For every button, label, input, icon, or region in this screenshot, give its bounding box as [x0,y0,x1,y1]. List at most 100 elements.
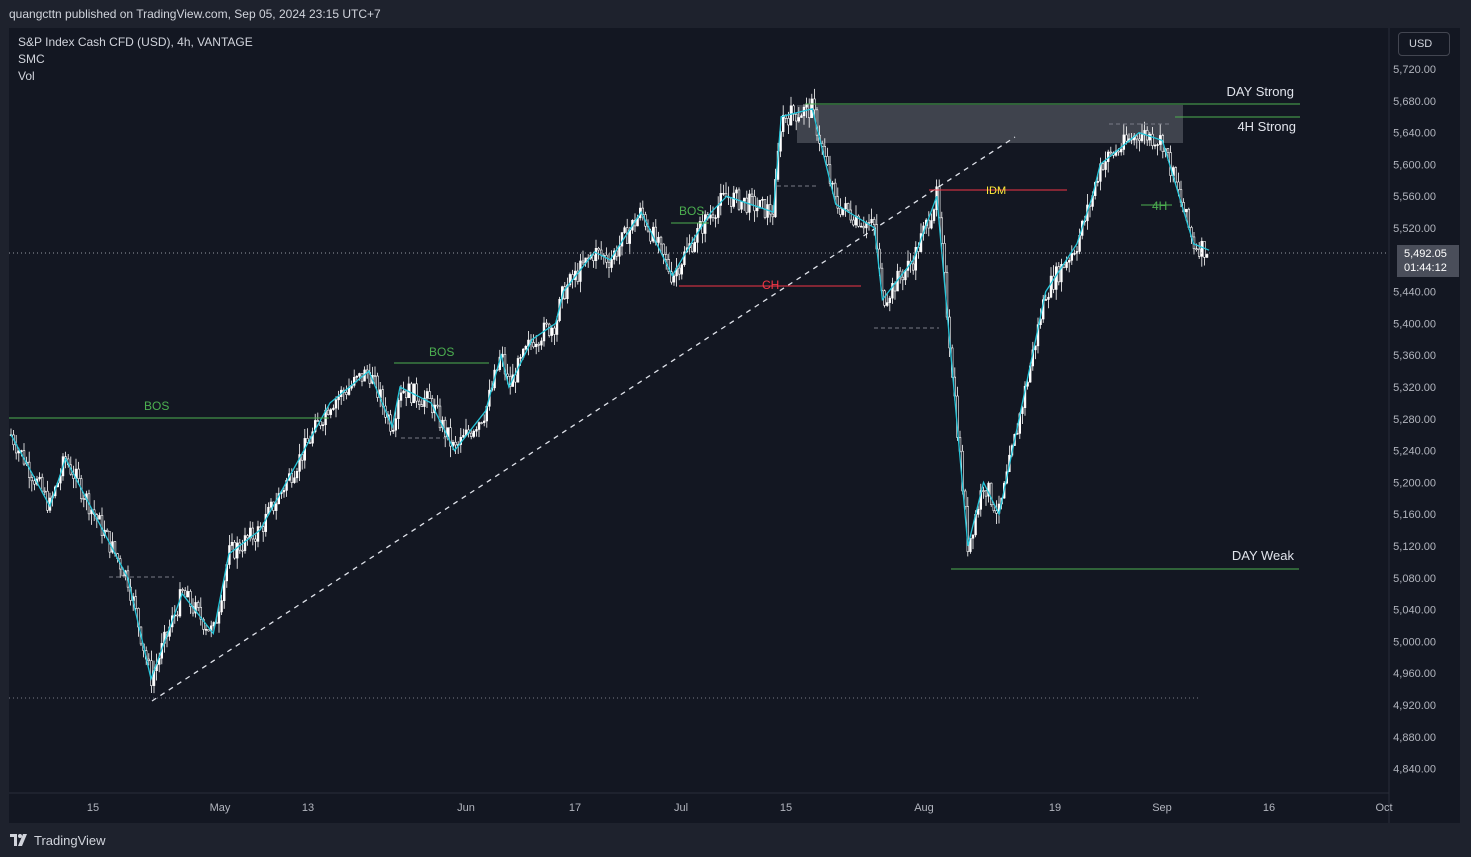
time-tick-label: 15 [780,802,792,814]
candle-body [1070,253,1074,261]
candle-body [298,454,301,472]
candle-body [207,629,210,632]
candle-body [709,214,712,219]
candle-body [1138,138,1141,141]
candle-body [620,232,624,247]
time-tick-label: May [210,802,231,814]
candle-body [189,591,192,607]
candle-body [230,542,234,546]
publish-info: quangcttn published on TradingView.com, … [9,7,381,21]
candle-body [1135,135,1139,140]
candle-body [397,400,400,420]
candle-body [186,591,189,598]
tradingview-logo[interactable]: TradingView [10,831,106,849]
candle-body [901,276,905,281]
candle-body [615,250,619,257]
candle-body [576,270,580,282]
candle-body [236,542,239,559]
candle-body [181,589,184,591]
candle-body [347,387,351,395]
candle-body [781,114,785,132]
candle-body [355,375,358,378]
candle-body [771,213,775,218]
candle-body [693,242,697,252]
price-chart[interactable]: BOS BOS BOS CH IDM 4H DAY Strong 4H Stro… [9,28,1460,823]
candle-body [334,399,338,409]
candle-body [581,260,585,264]
candle-body [246,535,249,539]
chart-legend: S&P Index Cash CFD (USD), 4h, VANTAGE SM… [18,34,253,85]
price-tick-label: 4,920.00 [1393,700,1436,712]
candle-body [264,513,267,532]
candle-body [376,375,379,398]
candle-body [469,432,473,437]
candle-body [932,209,936,221]
time-tick-label: 16 [1263,802,1275,814]
candle-body [482,420,486,423]
candle-body [1049,275,1053,298]
symbol-title[interactable]: S&P Index Cash CFD (USD), 4h, VANTAGE [18,35,253,49]
trendline-layer [151,136,1016,702]
zigzag-layer [10,108,1210,682]
time-tick-label: 13 [302,802,314,814]
candle-body [1174,167,1178,183]
candle-body [732,192,736,207]
candle-body [1021,407,1024,414]
candle-body [753,196,756,212]
candle-body [672,275,676,283]
candle-body [768,204,772,215]
candle-body [716,205,720,218]
candle-body [537,343,541,346]
candle-body [100,515,104,537]
price-tick-label: 5,200.00 [1393,477,1436,489]
time-tick-label: 17 [569,802,581,814]
currency-button[interactable]: USD [1398,32,1450,56]
candle-body [176,614,179,617]
candle-body [306,438,309,443]
candle-body [984,490,988,497]
candle-body [722,192,725,195]
idm-label: IDM [986,185,1006,197]
candle-body [358,373,361,377]
candle-body [308,442,312,444]
choch-label: CH [762,278,779,292]
candle-body [714,217,717,219]
candle-body [402,390,405,394]
chart-pane[interactable]: BOS BOS BOS CH IDM 4H DAY Strong 4H Stro… [9,28,1460,823]
time-tick-label: Jun [457,802,475,814]
candle-body [1153,144,1157,147]
uptrend-line[interactable] [151,136,1016,702]
candle-body [755,207,759,212]
candle-body [1044,299,1048,301]
candle-body [274,503,278,511]
candle-body [428,391,431,399]
annotation-labels: BOS BOS BOS CH IDM 4H DAY Strong 4H Stro… [144,84,1296,563]
candle-body [846,203,850,211]
price-tick-label: 5,160.00 [1393,509,1436,521]
candle-body [690,243,694,252]
candle-body [807,103,811,119]
price-axis[interactable]: 5,720.00 5,680.00 5,640.00 5,600.00 5,560.00… [1393,64,1436,776]
time-axis[interactable]: 15 May 13 Jun 17 Jul 15 Aug 19 Sep 16 Oct [87,802,1393,814]
indicator-volume[interactable]: Vol [18,69,35,83]
price-tick-label: 4,880.00 [1393,732,1436,744]
bos-label-3: BOS [679,204,704,218]
price-tick-label: 5,720.00 [1393,64,1436,76]
candle-body [826,156,829,165]
candle-body [1055,266,1058,290]
candle-body [415,383,418,402]
candle-body [391,429,395,432]
candle-body [888,297,892,303]
candle-body [597,248,600,251]
last-price-value: 5,492.05 [1404,248,1447,260]
price-tick-label: 5,560.00 [1393,191,1436,203]
candle-body [519,356,522,359]
price-tick-label: 5,520.00 [1393,223,1436,235]
candle-body [202,618,205,630]
candle-body [823,146,827,157]
candle-body [841,208,845,215]
candle-body [740,200,743,210]
candle-body [282,490,286,493]
candle-body [404,390,408,399]
indicator-smc[interactable]: SMC [18,52,45,66]
